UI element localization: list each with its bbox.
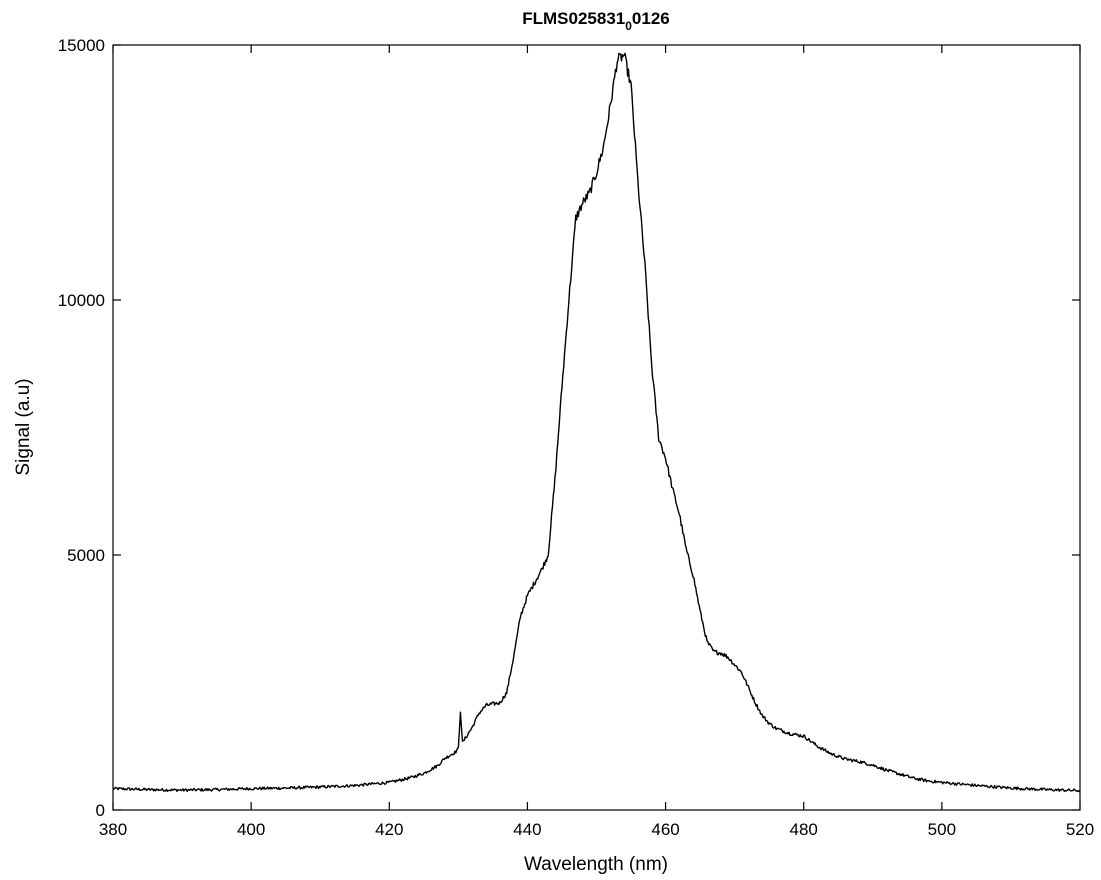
x-tick-label: 520	[1066, 820, 1094, 839]
chart-title: FLMS02583100126	[522, 9, 670, 33]
x-tick-label: 460	[651, 820, 679, 839]
x-tick-label: 480	[790, 820, 818, 839]
x-tick-label: 500	[928, 820, 956, 839]
plot-frame	[112, 44, 1081, 811]
chart-title-main: FLMS025831	[522, 9, 625, 28]
x-tick-label: 380	[99, 820, 127, 839]
x-tick-label: 420	[375, 820, 403, 839]
x-tick-label: 440	[513, 820, 541, 839]
y-axis: 0 5000 10000 15000	[58, 36, 1080, 820]
chart-title-end: 0126	[632, 9, 670, 28]
y-tick-label: 5000	[67, 546, 105, 565]
y-axis-label: Signal (a.u)	[13, 378, 34, 475]
x-axis-label: Wavelength (nm)	[524, 854, 668, 875]
plot-area	[112, 44, 1081, 811]
series-line	[112, 52, 1081, 793]
y-tick-label: 15000	[58, 36, 105, 55]
y-tick-label: 0	[96, 801, 105, 820]
chart-title-subscript: 0	[625, 19, 632, 33]
x-axis: 380 400 420 440 460 480 500 520	[99, 45, 1094, 839]
x-tick-label: 400	[237, 820, 265, 839]
y-tick-label: 10000	[58, 291, 105, 310]
